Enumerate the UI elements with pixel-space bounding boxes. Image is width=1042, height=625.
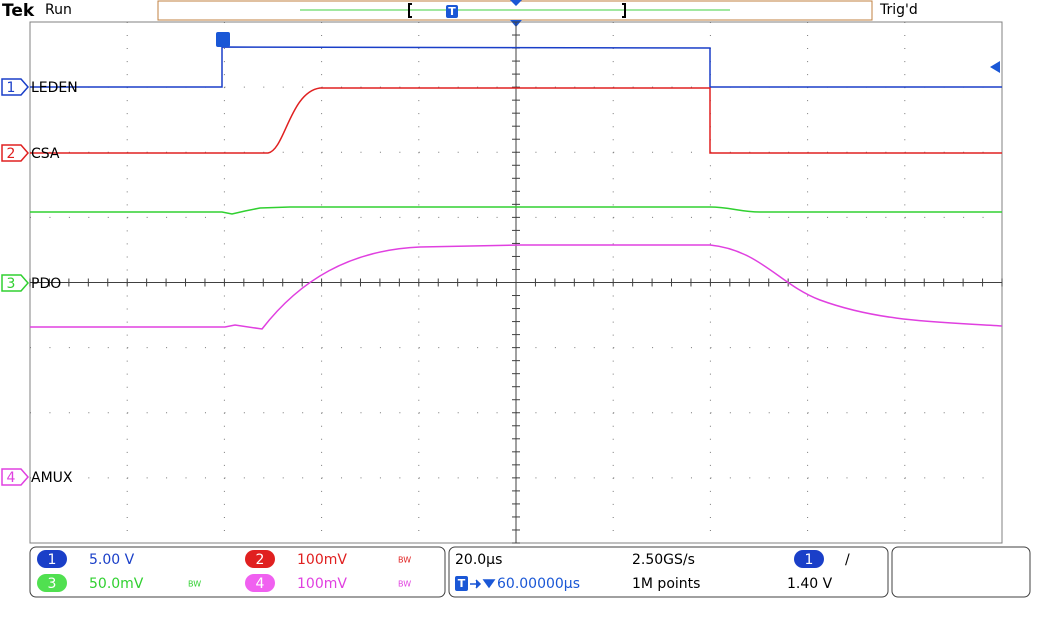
trigger-point-box: [216, 32, 230, 47]
trigger-level-marker: [990, 61, 1000, 73]
ch-number: 1: [48, 552, 57, 568]
ch4-badge: [245, 574, 275, 592]
bw-limit: BW: [188, 580, 201, 589]
view-brackets: [408, 3, 626, 18]
trigger-marker-box: [446, 5, 458, 18]
trigger-marker: T: [448, 5, 456, 18]
ch-number: 2: [256, 552, 265, 568]
record-length: 1M points: [632, 576, 700, 592]
ch1-badge: [37, 550, 67, 568]
trigger-source: 1: [805, 552, 814, 568]
ch3-marker: 3 PDO: [1, 274, 61, 292]
ch1-scale: 5.00 V: [89, 552, 135, 568]
trigger-slope: /: [845, 552, 850, 568]
ch4-scale: 100mV: [297, 576, 347, 592]
ch-number: 4: [256, 576, 265, 592]
trigger-marker: T: [458, 577, 466, 590]
ch-label: PDO: [31, 276, 61, 292]
ch3-scale: 50.0mV: [89, 576, 144, 592]
ch2-marker: 2 CSA: [1, 144, 60, 162]
timebase-panel: [448, 546, 889, 598]
ch-label: AMUX: [31, 470, 73, 486]
channel-panel: [29, 546, 446, 598]
aux-panel: [891, 546, 1031, 598]
graticule: [29, 21, 1003, 544]
horizontal-position: 60.00000µs: [497, 576, 580, 592]
brand: Tek: [2, 1, 35, 21]
trigger-position: [510, 0, 522, 27]
ch2-badge: [245, 550, 275, 568]
ch-number: 2: [7, 146, 16, 162]
bw-limit: BW: [398, 556, 411, 565]
ch-label: LEDEN: [31, 80, 78, 96]
trigger-status: Trig'd: [879, 2, 918, 18]
delay-arrow: [470, 579, 496, 589]
run-state: Run: [45, 2, 72, 18]
ch1-marker: 1 LEDEN: [1, 78, 78, 96]
ch-number: 1: [7, 80, 16, 96]
waveform-ch3: [30, 206, 1002, 215]
waveform-ch1: [30, 46, 1002, 88]
waveform-ch2: [30, 87, 1002, 154]
ch4-marker: 4 AMUX: [1, 468, 73, 486]
ch-number: 4: [7, 470, 16, 486]
trigger-marker-box: [455, 576, 468, 591]
ch-number: 3: [48, 576, 57, 592]
ch-number: 3: [7, 276, 16, 292]
waveform-ch4: [30, 244, 1003, 330]
trigger-source-badge: [794, 550, 824, 568]
trigger-level: 1.40 V: [787, 576, 833, 592]
ch-label: CSA: [31, 146, 60, 162]
ch3-badge: [37, 574, 67, 592]
sample-rate: 2.50GS/s: [632, 552, 695, 568]
bw-limit: BW: [398, 580, 411, 589]
time-scale: 20.0µs: [455, 552, 502, 568]
ch2-scale: 100mV: [297, 552, 347, 568]
